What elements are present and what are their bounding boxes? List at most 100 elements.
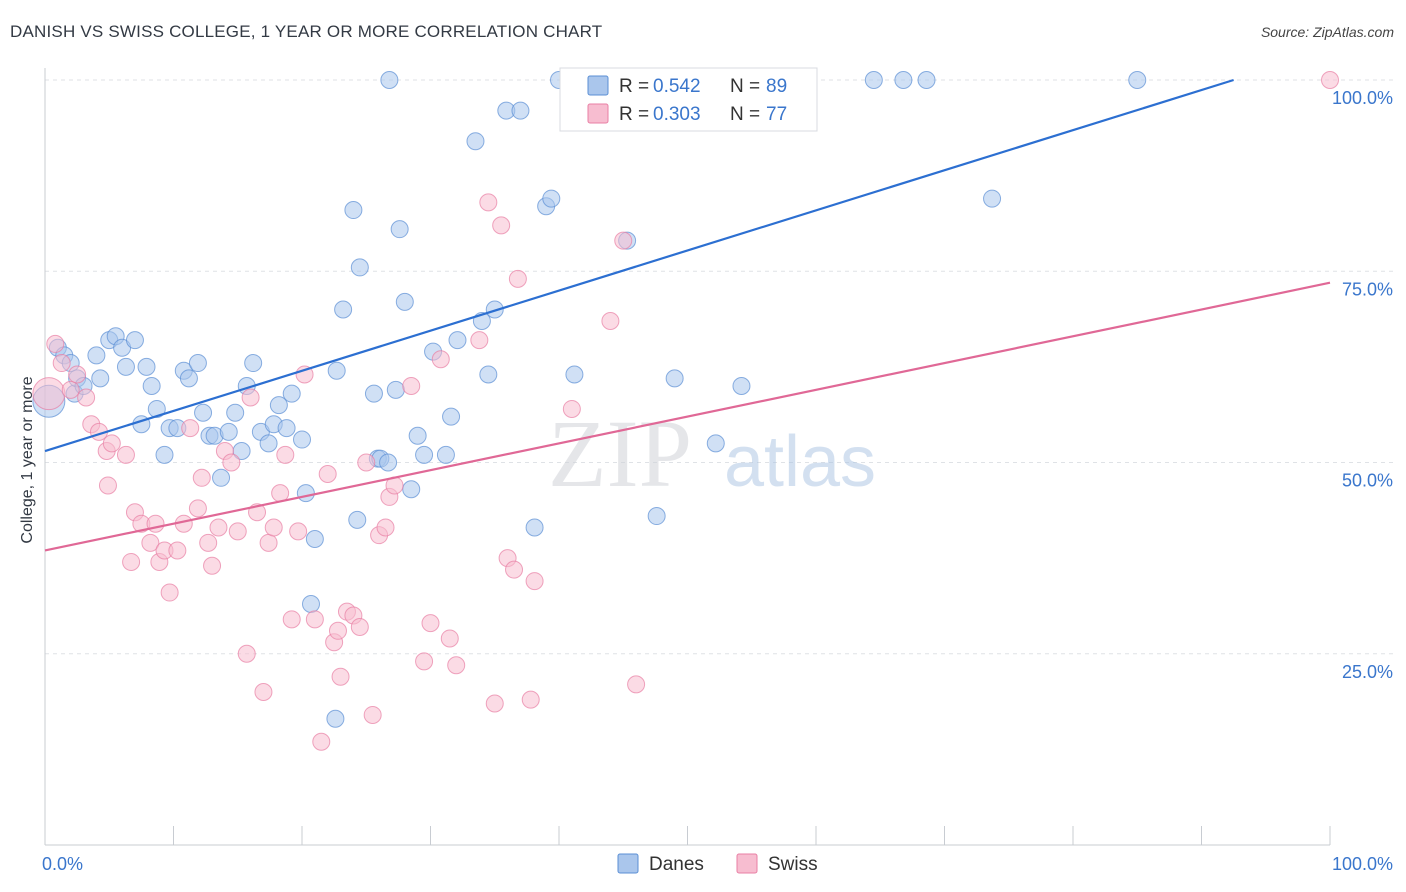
data-point-swiss — [415, 652, 434, 671]
data-point-swiss — [228, 522, 247, 541]
legend-bottom: Danes Swiss — [617, 853, 818, 875]
data-point-swiss — [276, 445, 295, 464]
y-tick-label: 100.0% — [1332, 88, 1393, 108]
data-point-swiss — [241, 388, 260, 407]
data-point-danes — [305, 530, 324, 548]
data-point-swiss — [52, 354, 71, 373]
data-point-danes — [379, 453, 398, 472]
data-point-danes — [364, 384, 383, 403]
data-point-danes — [395, 292, 414, 311]
legend-bottom-danes-label: Danes — [649, 854, 704, 875]
data-point-swiss — [614, 231, 633, 250]
data-point-swiss — [77, 388, 96, 407]
data-point-danes — [565, 365, 584, 384]
data-point-swiss — [61, 380, 80, 399]
data-point-swiss — [421, 614, 440, 633]
legend-bottom-danes-swatch — [617, 853, 639, 874]
data-point-swiss — [505, 560, 524, 579]
data-point-danes — [244, 354, 263, 373]
legend-swiss-n-value: 77 — [766, 104, 787, 125]
data-point-danes — [194, 403, 213, 422]
data-point-swiss — [98, 476, 117, 495]
data-point-swiss — [116, 445, 135, 464]
y-tick-label: 25.0% — [1342, 662, 1393, 682]
data-point-swiss — [181, 419, 200, 438]
data-point-danes — [408, 426, 427, 445]
data-point-swiss — [122, 552, 141, 571]
data-point-danes — [334, 300, 353, 319]
legend-top: R = 0.542 N = 89 R = 0.303 N = 77 — [559, 67, 818, 132]
legend-bottom-swiss-label: Swiss — [768, 854, 818, 875]
x-tick-label: 0.0% — [42, 854, 83, 874]
data-point-danes — [301, 595, 320, 614]
data-point-danes — [188, 354, 207, 373]
data-point-swiss — [203, 556, 222, 575]
data-point-danes — [155, 445, 174, 464]
data-point-danes — [479, 365, 498, 384]
y-tick-label: 75.0% — [1342, 279, 1393, 299]
data-point-danes — [983, 189, 1002, 208]
legend-swiss-swatch — [587, 103, 609, 124]
data-point-swiss — [521, 690, 540, 709]
data-point-danes — [147, 399, 166, 418]
data-point-swiss — [168, 541, 187, 560]
data-point-swiss — [305, 610, 324, 629]
data-point-swiss — [431, 350, 450, 369]
data-point-swiss — [1321, 71, 1339, 89]
data-point-swiss — [627, 675, 646, 694]
data-point-swiss — [525, 572, 544, 591]
data-point-swiss — [188, 499, 207, 518]
legend-swiss-r-value: 0.303 — [653, 104, 701, 125]
legend-swiss-r-label: R = — [619, 104, 649, 125]
data-point-swiss — [237, 644, 256, 663]
data-point-swiss — [402, 377, 421, 395]
data-point-danes — [415, 445, 434, 464]
data-point-danes — [466, 132, 485, 151]
data-point-swiss — [68, 365, 87, 384]
data-point-danes — [511, 101, 530, 120]
data-point-danes — [142, 377, 161, 395]
watermark: ZIP atlas — [548, 400, 876, 507]
data-point-danes — [296, 484, 315, 503]
data-point-swiss — [350, 617, 369, 636]
data-point-danes — [436, 445, 455, 464]
data-point-danes — [1128, 71, 1147, 89]
y-axis-label: College, 1 year or more — [19, 376, 36, 544]
data-point-swiss — [601, 311, 620, 330]
data-point-swiss — [485, 694, 504, 713]
data-point-swiss — [470, 331, 489, 350]
data-point-danes — [380, 71, 399, 89]
data-point-swiss — [32, 377, 66, 411]
data-point-swiss — [447, 656, 466, 675]
x-tick-label: 100.0% — [1332, 854, 1393, 874]
data-point-swiss — [331, 667, 350, 686]
data-point-danes — [91, 369, 110, 388]
legend-danes-n-label: N = — [730, 76, 760, 97]
data-point-danes — [344, 201, 363, 220]
data-point-danes — [542, 189, 561, 208]
data-point-swiss — [264, 518, 283, 537]
data-point-danes — [226, 403, 245, 422]
data-point-swiss — [312, 732, 331, 751]
data-point-danes — [179, 369, 198, 388]
data-point-danes — [348, 510, 367, 529]
data-point-swiss — [440, 629, 459, 648]
data-point-danes — [864, 71, 883, 89]
data-point-danes — [894, 71, 913, 89]
legend-bottom-swiss-swatch — [736, 853, 758, 874]
data-point-danes — [326, 709, 345, 728]
tick-labels: 25.0% 50.0% 75.0% 100.0% 0.0% 100.0% — [42, 88, 1393, 874]
data-point-danes — [732, 377, 751, 395]
data-point-danes — [448, 331, 467, 350]
points-layer — [32, 71, 1339, 751]
legend-danes-swatch — [587, 75, 609, 96]
data-point-swiss — [492, 216, 511, 235]
data-point-danes — [402, 480, 421, 499]
data-point-danes — [282, 384, 301, 403]
data-point-swiss — [222, 453, 241, 472]
y-tick-label: 50.0% — [1342, 471, 1393, 491]
data-point-danes — [327, 361, 346, 380]
data-point-swiss — [282, 610, 301, 629]
data-point-swiss — [289, 522, 308, 541]
